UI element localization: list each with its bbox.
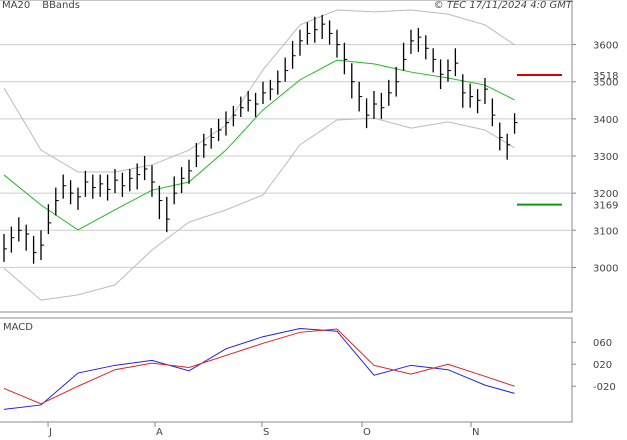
ma-line xyxy=(3,59,515,231)
x-tick-label: S xyxy=(263,427,269,438)
macd-line xyxy=(3,328,515,405)
panel-frame xyxy=(0,317,573,423)
y-tick-label: 060 xyxy=(593,338,612,349)
level-label: 3518 xyxy=(593,71,618,82)
y-tick-label: 3100 xyxy=(593,226,618,237)
y-tick-label: -020 xyxy=(593,382,616,393)
copyright: © TEC 17/11/2024 4:0 GMT xyxy=(434,0,573,11)
macd-line xyxy=(3,327,515,410)
y-tick-label: 3400 xyxy=(593,115,618,126)
x-tick-label: O xyxy=(363,427,371,438)
x-tick-label: N xyxy=(472,427,479,438)
level-label: 3169 xyxy=(593,201,618,212)
y-tick-label: 3200 xyxy=(593,189,618,200)
y-tick-label: 3300 xyxy=(593,152,618,163)
panel-title: MACD xyxy=(3,322,33,333)
x-tick-label: A xyxy=(156,427,163,438)
band-upper xyxy=(3,9,515,173)
legend-label: BBands xyxy=(42,0,80,11)
x-tick-label: J xyxy=(48,427,52,438)
y-tick-label: 3500 xyxy=(593,78,618,89)
y-tick-label: 3000 xyxy=(593,263,618,274)
legend-label: MA20 xyxy=(2,0,30,11)
y-tick-label: 020 xyxy=(593,360,612,371)
band-lower xyxy=(3,117,515,301)
y-tick-label: 3600 xyxy=(593,41,618,52)
